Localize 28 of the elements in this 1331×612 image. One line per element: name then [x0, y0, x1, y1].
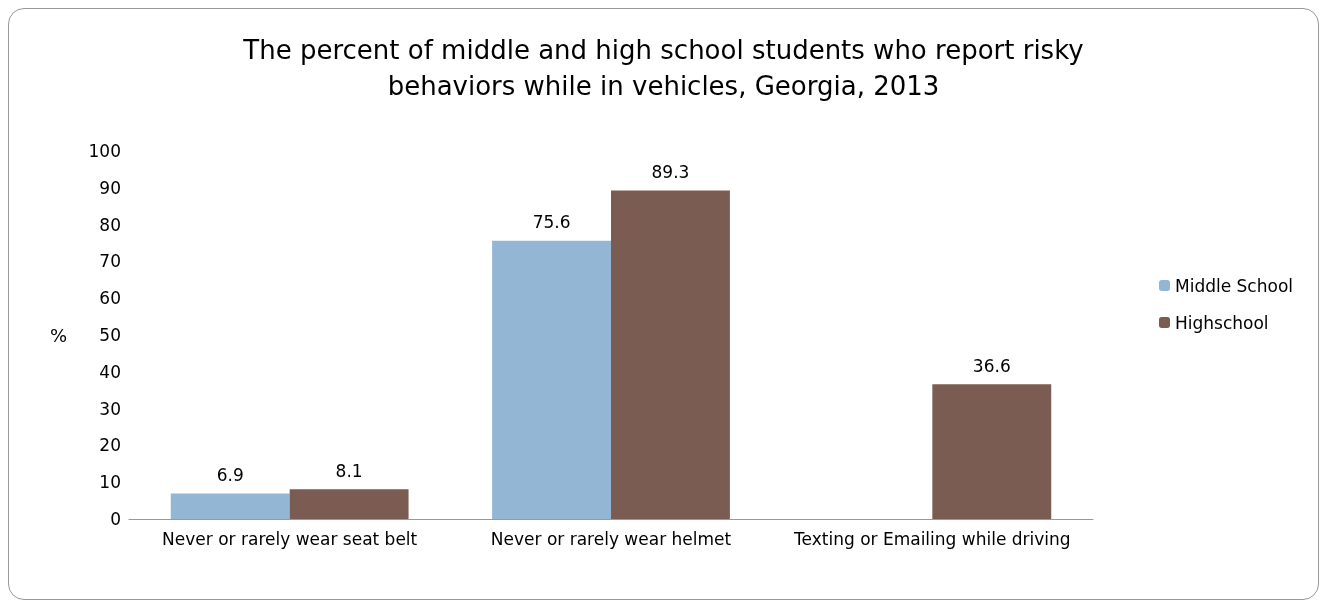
data-label: 6.9	[216, 465, 244, 486]
y-axis-title: %	[49, 324, 67, 346]
y-tick-label: 50	[99, 325, 121, 345]
bar	[289, 489, 409, 519]
data-label: 8.1	[335, 460, 363, 481]
bar	[932, 384, 1052, 519]
y-tick-label: 70	[99, 251, 121, 272]
y-tick-label: 30	[99, 398, 121, 419]
y-tick-label: 100	[88, 141, 121, 161]
bar	[611, 190, 730, 519]
x-tick-label: Never or rarely wear helmet	[490, 529, 732, 549]
bar	[170, 493, 290, 519]
data-label: 75.6	[532, 212, 571, 233]
y-tick-label: 10	[99, 472, 121, 493]
y-tick-label: 60	[99, 288, 121, 309]
y-tick-label: 90	[99, 177, 121, 198]
x-tick-label: Never or rarely wear seat belt	[162, 529, 418, 549]
legend-label: Middle School	[1175, 275, 1293, 296]
data-label: 89.3	[651, 161, 690, 182]
legend-label: Highschool	[1175, 312, 1269, 333]
bar	[492, 240, 611, 519]
y-tick-label: 0	[110, 509, 121, 529]
y-tick-label: 40	[99, 361, 121, 382]
data-label: 36.6	[972, 355, 1011, 376]
y-tick-label: 20	[99, 435, 121, 456]
x-tick-label: Texting or Emailing while driving	[793, 529, 1071, 549]
y-tick-label: 80	[99, 214, 121, 235]
chart-title: The percent of middle and high school students who report risky behaviors while in vehicles, Georgia, 2013	[242, 35, 1084, 101]
